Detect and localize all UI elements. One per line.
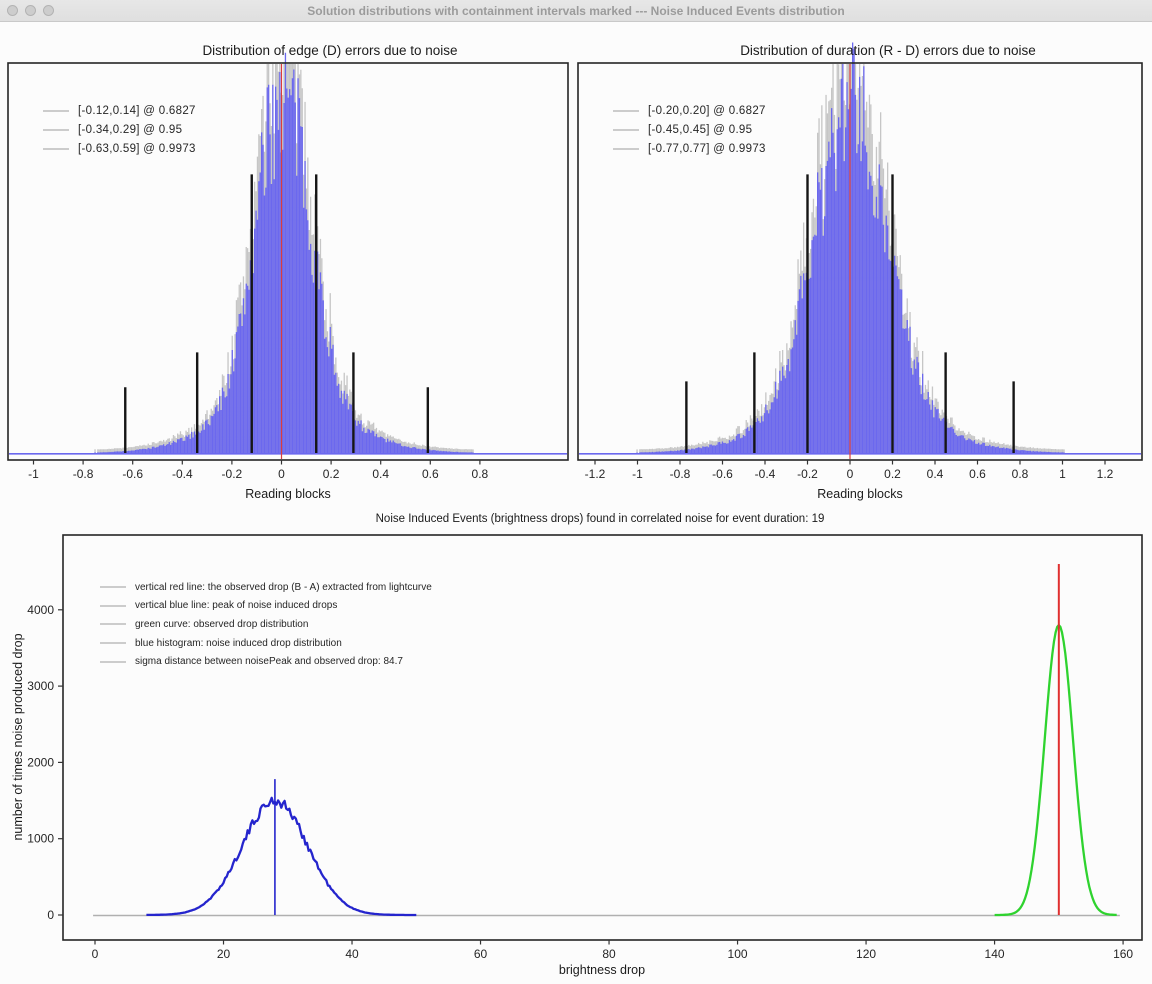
svg-text:-0.8: -0.8 bbox=[670, 467, 691, 481]
noise-induced-drop-histogram bbox=[146, 796, 417, 917]
edge-plot-title: Distribution of edge (D) errors due to n… bbox=[202, 43, 458, 58]
svg-text:0.8: 0.8 bbox=[472, 467, 489, 481]
duration-plot-legend: [-0.20,0.20] @ 0.6827 [-0.45,0.45] @ 0.9… bbox=[613, 101, 766, 158]
edge-plot-xlabel: Reading blocks bbox=[245, 487, 331, 501]
legend-line-icon bbox=[613, 109, 639, 112]
svg-text:100: 100 bbox=[728, 947, 748, 961]
histogram-bars bbox=[94, 52, 474, 454]
axes-frame bbox=[62, 534, 1143, 941]
svg-text:2000: 2000 bbox=[27, 755, 54, 769]
svg-text:-0.4: -0.4 bbox=[755, 467, 776, 481]
svg-text:40: 40 bbox=[345, 947, 359, 961]
legend-line-icon bbox=[613, 147, 639, 150]
svg-text:140: 140 bbox=[985, 947, 1005, 961]
legend-item: [-0.77,0.77] @ 0.9973 bbox=[613, 139, 766, 158]
axes-frame bbox=[577, 62, 1143, 461]
svg-text:0: 0 bbox=[47, 908, 54, 922]
legend-line-icon bbox=[100, 623, 126, 626]
legend-line-icon bbox=[100, 642, 126, 645]
svg-text:-0.4: -0.4 bbox=[172, 467, 193, 481]
legend-item: vertical red line: the observed drop (B … bbox=[100, 578, 432, 597]
legend-item: [-0.20,0.20] @ 0.6827 bbox=[613, 101, 766, 120]
legend-line-icon bbox=[43, 147, 69, 150]
legend-item: blue histogram: noise induced drop distr… bbox=[100, 634, 432, 653]
duration-errors-plot: -1.2 -1 -0.8 -0.6 -0.4 -0.2 0 0.2 0.4 0.6 0.8 1 1.2 bbox=[577, 42, 1143, 481]
svg-text:-1.2: -1.2 bbox=[585, 467, 606, 481]
edge-errors-plot: -1 -0.8 -0.6 -0.4 -0.2 0 0.2 0.4 0.6 0.8 bbox=[7, 52, 569, 481]
svg-text:0.2: 0.2 bbox=[884, 467, 901, 481]
traffic-lights bbox=[7, 5, 54, 16]
legend-item: vertical blue line: peak of noise induce… bbox=[100, 597, 432, 616]
legend-line-icon bbox=[100, 586, 126, 589]
svg-text:0: 0 bbox=[847, 467, 854, 481]
svg-text:-1: -1 bbox=[632, 467, 643, 481]
svg-text:0.6: 0.6 bbox=[969, 467, 986, 481]
legend-item: [-0.34,0.29] @ 0.95 bbox=[43, 120, 196, 139]
close-button[interactable] bbox=[7, 5, 18, 16]
observed-drop-distribution bbox=[994, 623, 1117, 917]
noise-events-legend: vertical red line: the observed drop (B … bbox=[100, 578, 432, 671]
legend-item: [-0.63,0.59] @ 0.9973 bbox=[43, 139, 196, 158]
window-titlebar[interactable]: Solution distributions with containment … bbox=[0, 0, 1152, 22]
legend-item: green curve: observed drop distribution bbox=[100, 615, 432, 634]
legend-item: [-0.45,0.45] @ 0.95 bbox=[613, 120, 766, 139]
svg-text:0.6: 0.6 bbox=[422, 467, 439, 481]
svg-text:0.4: 0.4 bbox=[927, 467, 944, 481]
legend-line-icon bbox=[43, 109, 69, 112]
legend-line-icon bbox=[613, 128, 639, 131]
legend-line-icon bbox=[43, 128, 69, 131]
noise-events-xlabel: brightness drop bbox=[558, 963, 646, 977]
noise-events-ylabel: number of times noise produced drop bbox=[11, 633, 25, 841]
noise-events-plot-title: Noise Induced Events (brightness drops) … bbox=[375, 513, 825, 525]
svg-text:0.8: 0.8 bbox=[1012, 467, 1029, 481]
duration-plot-xlabel: Reading blocks bbox=[817, 487, 903, 501]
legend-line-icon bbox=[100, 604, 126, 607]
svg-text:-0.2: -0.2 bbox=[797, 467, 818, 481]
axes-frame bbox=[7, 62, 569, 461]
svg-text:0: 0 bbox=[278, 467, 285, 481]
svg-text:1.2: 1.2 bbox=[1097, 467, 1114, 481]
noise-events-plot: 0 20 40 60 80 100 120 140 160 0 1000 2000 3000 4000 bbox=[27, 534, 1143, 961]
svg-text:-0.2: -0.2 bbox=[222, 467, 243, 481]
svg-text:3000: 3000 bbox=[27, 679, 54, 693]
legend-line-icon bbox=[100, 660, 126, 663]
svg-text:1: 1 bbox=[1059, 467, 1066, 481]
legend-item: sigma distance between noisePeak and obs… bbox=[100, 652, 432, 671]
svg-text:0.4: 0.4 bbox=[372, 467, 389, 481]
svg-text:-0.6: -0.6 bbox=[712, 467, 733, 481]
legend-item: [-0.12,0.14] @ 0.6827 bbox=[43, 101, 196, 120]
svg-text:-0.6: -0.6 bbox=[122, 467, 143, 481]
svg-text:160: 160 bbox=[1113, 947, 1133, 961]
svg-text:0: 0 bbox=[92, 947, 99, 961]
svg-text:0.2: 0.2 bbox=[323, 467, 340, 481]
duration-plot-title: Distribution of duration (R - D) errors … bbox=[740, 43, 1036, 58]
svg-text:-1: -1 bbox=[28, 467, 39, 481]
svg-text:80: 80 bbox=[602, 947, 616, 961]
svg-text:20: 20 bbox=[217, 947, 231, 961]
svg-text:120: 120 bbox=[856, 947, 876, 961]
edge-plot-legend: [-0.12,0.14] @ 0.6827 [-0.34,0.29] @ 0.9… bbox=[43, 101, 196, 158]
svg-text:1000: 1000 bbox=[27, 832, 54, 846]
svg-text:-0.8: -0.8 bbox=[73, 467, 94, 481]
svg-text:4000: 4000 bbox=[27, 603, 54, 617]
svg-text:60: 60 bbox=[474, 947, 488, 961]
window-title: Solution distributions with containment … bbox=[307, 4, 845, 18]
minimize-button[interactable] bbox=[25, 5, 36, 16]
zoom-button[interactable] bbox=[43, 5, 54, 16]
